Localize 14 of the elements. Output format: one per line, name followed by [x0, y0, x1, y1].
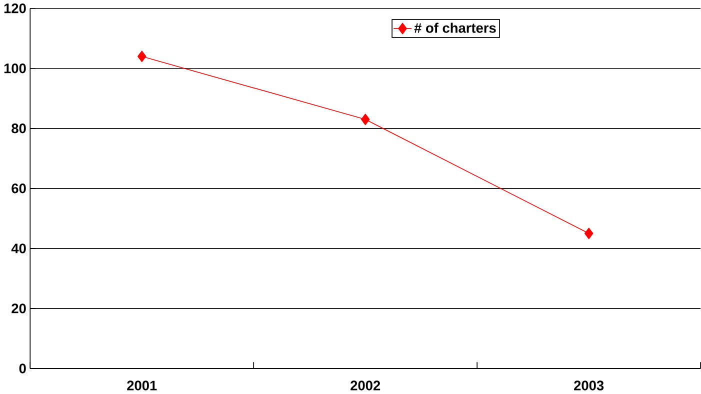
legend-label: # of charters — [414, 22, 496, 33]
x-tick-label: 2001 — [127, 380, 157, 390]
y-tick-label: 100 — [4, 64, 26, 74]
x-tick-label: 2003 — [574, 380, 604, 390]
y-tick-label: 120 — [4, 4, 26, 14]
y-tick-label: 40 — [11, 244, 26, 254]
point — [137, 50, 146, 62]
y-tick-label: 60 — [12, 184, 26, 194]
y-tick-label: 0 — [19, 364, 26, 374]
y-tick-label: 80 — [12, 124, 26, 134]
point — [584, 228, 594, 240]
y-tick-label: 20 — [12, 304, 26, 314]
point — [360, 114, 370, 126]
x-tick-label: 2002 — [350, 380, 380, 390]
